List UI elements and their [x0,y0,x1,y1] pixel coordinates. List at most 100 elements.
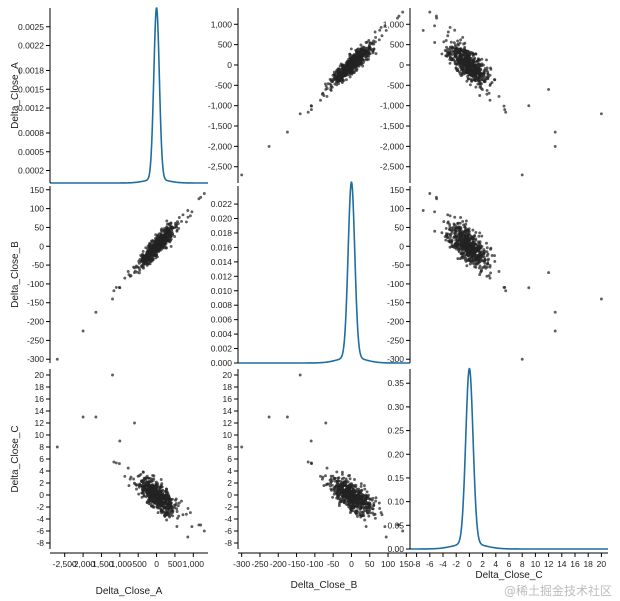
scatter-point [444,54,448,58]
y-tick-label: -500 [215,80,232,90]
scatter-point [478,273,482,277]
scatter-point [163,506,167,510]
scatter-point [362,510,366,513]
y-tick-label: -300 [387,354,404,364]
scatter-point [340,472,344,476]
scatter-point [169,238,173,242]
scatter-point [527,104,531,108]
scatter-point [355,56,359,60]
scatter-point [202,529,206,533]
scatter-point [340,79,344,83]
scatter-point [142,266,145,270]
scatter-point [174,503,177,507]
scatter-point [465,264,469,268]
x-tick-label: 500 [168,559,182,569]
scatter-point [363,518,367,522]
scatter-point [360,56,364,60]
density-curve-Delta_Close_C [410,367,608,550]
scatter-point [175,229,179,233]
scatter-point [158,248,162,251]
scatter-point [462,47,466,51]
scatter-point [154,498,158,502]
scatter-point [454,67,458,71]
y-tick-label: 4 [227,466,232,476]
scatter-point [117,462,121,466]
scatter-point [346,487,350,491]
scatter-point [359,482,363,486]
y-tick-label: 16 [223,394,233,404]
scatter-point [461,35,465,39]
scatter-point [486,73,490,76]
x-tick-label: -200 [270,559,287,569]
scatter-point [473,56,477,60]
scatter-point [190,525,194,529]
density-curve-Delta_Close_B [238,181,410,364]
scatter-point [453,59,457,63]
scatter-point [340,489,344,493]
scatter-point [450,58,454,62]
scatter-point [471,68,475,72]
density-tick-label: 0.010 [211,286,233,296]
scatter-point [188,511,192,515]
scatter-point [165,511,169,515]
scatter-point [341,483,345,487]
scatter-point [485,58,488,62]
scatter-point [159,504,163,508]
scatter-point [359,507,363,511]
scatter-point [190,210,194,214]
y-tick-label: 10 [223,430,233,440]
scatter-point [81,329,85,333]
scatter-point [364,525,368,528]
y-tick-label: -2,500 [380,162,404,172]
scatter-point [459,228,463,232]
scatter-point [383,24,387,28]
scatter-point [487,91,491,95]
scatter-point [309,104,313,108]
scatter-point [485,92,489,96]
scatter-point [397,14,401,18]
scatter-point [370,42,374,46]
scatter-point [462,42,466,46]
density-tick-label: 0.014 [211,257,233,267]
scatter-point [374,35,378,39]
density-tick-label: 0.30 [387,402,404,412]
scatter-point [421,209,425,212]
density-tick-label: 0.0018 [18,66,44,76]
scatter-point [448,61,452,65]
scatter-point [474,52,478,56]
scatter-point [464,222,468,226]
scatter-point [137,271,141,275]
scatter-point [148,502,152,506]
y-tick-label: -1,500 [208,121,232,131]
scatter-point [379,25,383,29]
scatter-point [461,239,465,243]
scatter-point [448,240,452,244]
scatter-point [333,485,337,489]
y-tick-label: 8 [39,442,44,452]
density-tick-label: 0.05 [387,520,404,530]
scatter-point [144,254,148,258]
scatter-point [159,497,163,501]
scatter-point [159,243,163,247]
scatter-point [166,230,170,234]
scatter-point [351,497,355,501]
scatter-point [174,223,177,227]
scatter-point [478,260,482,264]
scatter-point [153,495,157,499]
y-tick-label: -6 [224,526,232,536]
scatter-point [267,144,271,148]
scatter-point [442,40,446,44]
scatter-point [158,500,162,504]
scatter-point [147,489,151,492]
scatter-point [112,289,116,293]
scatter-point [330,85,334,89]
density-tick-label: 0.0025 [18,22,44,32]
x-tick-label: 4 [493,559,498,569]
scatter-point [457,70,461,74]
scatter-point [478,94,482,97]
scatter-point [336,67,340,71]
x-tick-label: -50 [327,559,340,569]
scatter-point [344,495,348,499]
scatter-point [355,495,359,499]
scatter-point [155,246,159,250]
